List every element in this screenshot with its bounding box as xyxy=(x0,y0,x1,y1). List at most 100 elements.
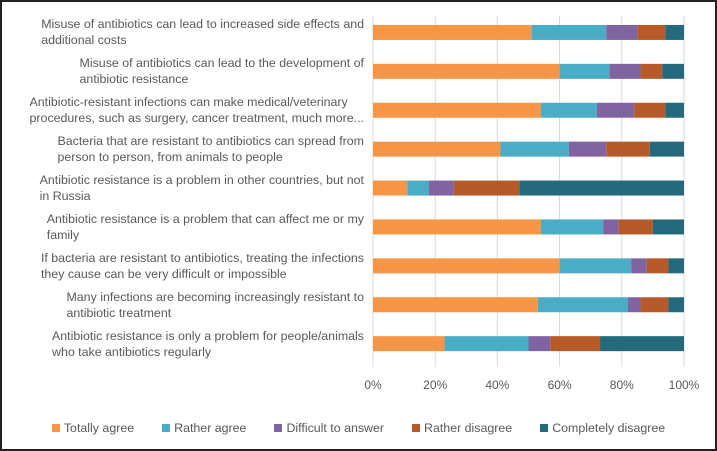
bar-segment-totally-agree xyxy=(373,63,560,79)
bar-segment-rather-agree xyxy=(444,336,529,352)
bar-segment-difficult-to-answer xyxy=(596,102,635,118)
x-tick-label: 80% xyxy=(610,378,634,392)
bar-segment-rather-disagree xyxy=(637,24,666,40)
bar-segment-completely-disagree xyxy=(668,297,684,313)
bar-segment-totally-agree xyxy=(373,141,501,157)
bar-segment-completely-disagree xyxy=(665,102,684,118)
bar-row xyxy=(373,219,684,235)
category-label-text: Antibiotic resistance is a problem in ot… xyxy=(40,172,364,204)
category-label: Misuse of antibiotics can lead to increa… xyxy=(4,16,364,48)
legend-item: Rather disagree xyxy=(412,421,512,435)
category-label-line: Many infections are becoming increasingl… xyxy=(66,289,364,304)
legend-item: Completely disagree xyxy=(540,421,665,435)
category-label-line: Misuse of antibiotics can lead to the de… xyxy=(79,56,364,71)
legend-label: Totally agree xyxy=(63,421,135,435)
legend: Totally agree Rather agree Difficult to an… xyxy=(0,418,717,438)
category-label-line: in Russia xyxy=(39,189,91,204)
category-label: Misuse of antibiotics can lead to the de… xyxy=(4,55,364,87)
category-label: Antibiotic-resistant infections can make… xyxy=(4,94,364,126)
category-label-line: they cause can be very difficult or impo… xyxy=(40,266,287,281)
legend-label: Completely disagree xyxy=(552,421,666,435)
category-label-text: Misuse of antibiotics can lead to the de… xyxy=(80,55,364,87)
category-label: Many infections are becoming increasingl… xyxy=(4,289,364,321)
bar-segment-difficult-to-answer xyxy=(631,258,647,274)
category-label-line: person to person, from animals to people xyxy=(57,150,283,165)
bar-segment-completely-disagree xyxy=(600,336,684,352)
bar-row xyxy=(373,180,684,196)
category-label-text: Antibiotic resistance is a problem that … xyxy=(47,211,364,243)
x-axis-ticks: 0% 20% 40% 60% 80% 100% xyxy=(364,378,699,392)
bar-segment-difficult-to-answer xyxy=(606,24,638,40)
category-label: Antibiotic resistance is a problem in ot… xyxy=(4,172,364,204)
legend-swatch xyxy=(162,424,171,432)
category-label: Antibiotic resistance is only a problem … xyxy=(4,328,364,360)
bar-segment-totally-agree xyxy=(373,180,408,196)
bar-segment-rather-agree xyxy=(559,258,632,274)
category-label: Antibiotic resistance is a problem that … xyxy=(4,211,364,243)
bar-row xyxy=(373,141,684,157)
category-label-text: If bacteria are resistant to antibiotics… xyxy=(41,250,364,282)
category-label-text: Bacteria that are resistant to antibioti… xyxy=(58,133,364,165)
category-label-line: antibiotic treatment xyxy=(66,305,172,320)
legend-item: Difficult to answer xyxy=(274,421,384,435)
category-label: If bacteria are resistant to antibiotics… xyxy=(4,250,364,282)
category-label-line: Antibiotic-resistant infections can make… xyxy=(29,95,348,110)
x-tick-label: 100% xyxy=(669,378,700,392)
bar-segment-difficult-to-answer xyxy=(428,180,454,196)
bar-segment-totally-agree xyxy=(373,258,560,274)
category-label-line: Bacteria that are resistant to antibioti… xyxy=(57,134,364,149)
bar-segment-rather-disagree xyxy=(640,63,663,79)
legend-label: Rather agree xyxy=(174,421,247,435)
bar-segment-completely-disagree xyxy=(668,258,684,274)
x-tick-label: 40% xyxy=(485,378,509,392)
bar-segment-rather-disagree xyxy=(606,141,650,157)
bar-segment-rather-disagree xyxy=(618,219,653,235)
bar-segment-difficult-to-answer xyxy=(528,336,551,352)
bar-row xyxy=(373,102,684,118)
bar-segment-rather-disagree xyxy=(646,258,669,274)
category-label-text: Antibiotic resistance is only a problem … xyxy=(52,328,364,360)
bar-segment-totally-agree xyxy=(373,24,532,40)
bar-segment-rather-agree xyxy=(559,63,610,79)
legend-item: Rather agree xyxy=(162,421,246,435)
legend-swatch xyxy=(540,424,549,432)
legend-swatch xyxy=(274,424,283,432)
x-tick-label: 0% xyxy=(364,378,382,392)
bar-segment-completely-disagree xyxy=(665,24,684,40)
bar-row xyxy=(373,258,684,274)
bar-row xyxy=(373,63,684,79)
bar-segment-rather-agree xyxy=(531,24,607,40)
bar-segment-completely-disagree xyxy=(662,63,684,79)
category-label-line: If bacteria are resistant to antibiotics… xyxy=(40,250,364,265)
bar-segment-totally-agree xyxy=(373,297,538,313)
x-tick-label: 60% xyxy=(548,378,572,392)
category-label: Bacteria that are resistant to antibioti… xyxy=(4,133,364,165)
bar-segment-rather-disagree xyxy=(550,336,601,352)
bar-segment-difficult-to-answer xyxy=(603,219,619,235)
bar-segment-completely-disagree xyxy=(649,141,684,157)
bar-segment-totally-agree xyxy=(373,336,445,352)
category-label-line: family xyxy=(46,227,80,242)
category-label-line: antibiotic resistance xyxy=(79,72,189,87)
bar-segment-rather-agree xyxy=(540,102,597,118)
category-label-line: Antibiotic resistance is a problem in ot… xyxy=(39,173,364,188)
legend-swatch xyxy=(412,424,421,432)
bar-segment-rather-agree xyxy=(500,141,569,157)
category-label-line: Antibiotic resistance is a problem that … xyxy=(46,211,364,226)
bars xyxy=(373,24,684,352)
x-tick-label: 20% xyxy=(423,378,447,392)
bar-segment-rather-agree xyxy=(537,297,629,313)
bar-segment-completely-disagree xyxy=(652,219,684,235)
bar-segment-completely-disagree xyxy=(519,180,684,196)
bar-segment-rather-agree xyxy=(407,180,429,196)
category-label-line: additional costs xyxy=(41,33,127,48)
legend-label: Rather disagree xyxy=(424,421,513,435)
bar-segment-difficult-to-answer xyxy=(609,63,641,79)
category-label-line: who take antibiotics regularly xyxy=(52,344,212,359)
legend-swatch xyxy=(51,424,60,432)
bar-segment-totally-agree xyxy=(373,219,541,235)
bar-segment-rather-agree xyxy=(540,219,604,235)
bar-segment-totally-agree xyxy=(373,102,541,118)
bar-segment-difficult-to-answer xyxy=(628,297,641,313)
bar-segment-difficult-to-answer xyxy=(568,141,607,157)
